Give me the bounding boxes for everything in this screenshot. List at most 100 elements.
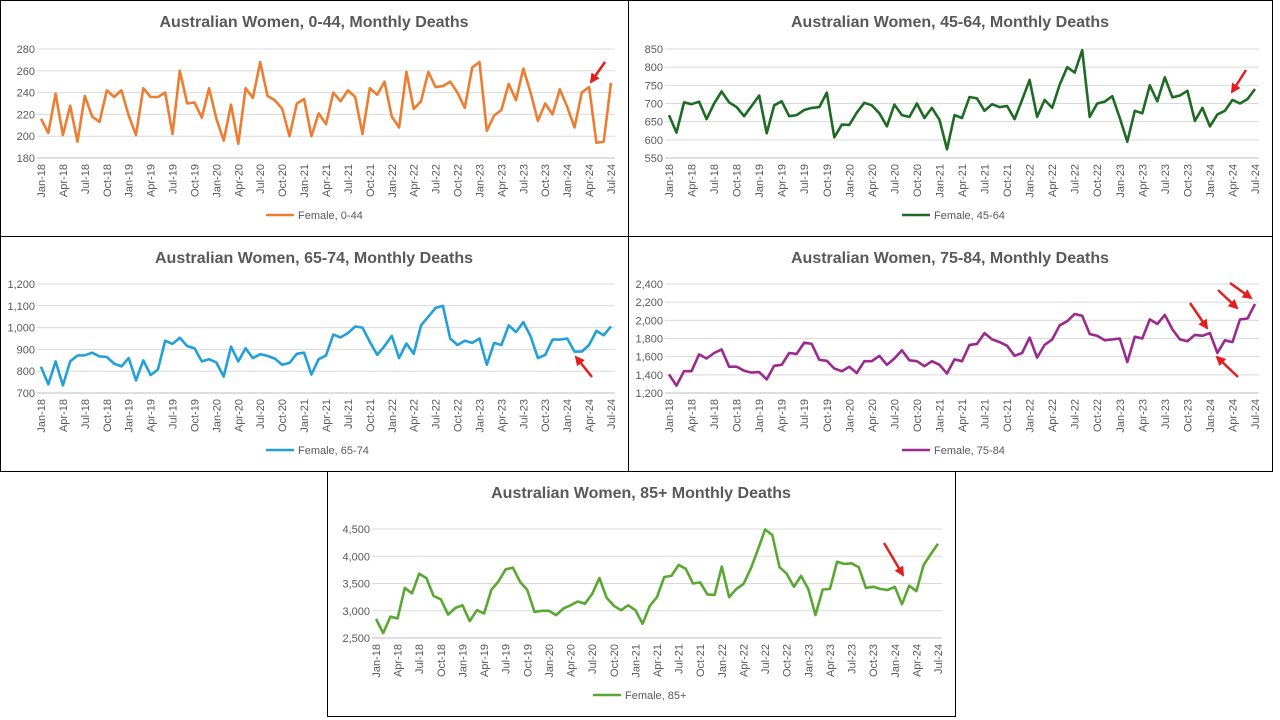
y-tick-label: 750 xyxy=(645,80,663,92)
x-tick-label: Oct-22 xyxy=(1092,164,1104,197)
x-tick-label: Jan-22 xyxy=(1025,399,1037,433)
x-tick-label: Jul-19 xyxy=(168,164,180,194)
y-tick-label: 3,000 xyxy=(342,606,370,618)
arrow xyxy=(1229,281,1253,300)
x-tick-label: Jul-23 xyxy=(518,399,530,429)
x-tick-label: Apr-20 xyxy=(867,399,879,432)
x-tick-label: Jul-19 xyxy=(799,164,811,194)
x-tick-label: Jan-20 xyxy=(211,164,223,198)
x-tick-label: Oct-22 xyxy=(1092,399,1104,432)
x-tick-label: Jul-19 xyxy=(501,644,513,674)
x-tick-label: Oct-23 xyxy=(1182,164,1194,197)
x-tick-label: Oct-20 xyxy=(912,399,924,432)
chart-title: Australian Women, 45-64, Monthly Deaths xyxy=(791,14,1109,31)
x-tick-label: Apr-20 xyxy=(867,164,879,197)
x-tick-label: Jul-21 xyxy=(980,399,992,429)
x-tick-label: Oct-18 xyxy=(102,164,114,197)
x-tick-label: Oct-20 xyxy=(609,644,621,677)
x-tick-label: Jan-23 xyxy=(1115,164,1127,198)
legend-label: Female, 65-74 xyxy=(298,445,369,457)
x-tick-label: Jul-18 xyxy=(709,164,721,194)
x-tick-label: Jul-21 xyxy=(343,164,355,194)
x-tick-label: Apr-23 xyxy=(1137,164,1149,197)
x-tick-label: Apr-21 xyxy=(957,164,969,197)
x-tick-label: Jul-18 xyxy=(414,644,426,674)
y-tick-label: 1,200 xyxy=(7,279,35,291)
x-tick-label: Apr-24 xyxy=(1227,399,1239,432)
y-tick-label: 550 xyxy=(645,153,663,165)
x-tick-label: Oct-22 xyxy=(782,644,794,677)
x-tick-label: Jan-19 xyxy=(124,399,136,433)
y-tick-label: 4,500 xyxy=(342,524,370,536)
x-tick-label: Apr-24 xyxy=(584,399,596,432)
x-tick-label: Jan-24 xyxy=(1205,399,1217,433)
x-tick-label: Jan-22 xyxy=(1025,164,1037,198)
x-tick-label: Jul-21 xyxy=(674,644,686,674)
y-tick-label: 2,000 xyxy=(635,315,663,327)
x-tick-label: Oct-18 xyxy=(732,399,744,432)
y-tick-label: 900 xyxy=(17,344,35,356)
y-tick-label: 2,400 xyxy=(635,279,663,291)
x-tick-label: Jan-19 xyxy=(754,399,766,433)
x-tick-label: Apr-22 xyxy=(738,644,750,677)
x-tick-label: Jul-22 xyxy=(1070,399,1082,429)
x-tick-label: Jan-19 xyxy=(457,644,469,678)
x-tick-label: Apr-18 xyxy=(687,164,699,197)
x-tick-label: Jan-20 xyxy=(844,399,856,433)
x-tick-label: Jan-23 xyxy=(1115,399,1127,433)
arrow xyxy=(589,61,607,84)
y-tick-label: 4,000 xyxy=(342,551,370,563)
x-tick-label: Jan-24 xyxy=(562,399,574,433)
x-tick-label: Oct-18 xyxy=(102,399,114,432)
x-tick-label: Jul-23 xyxy=(1160,399,1172,429)
legend-label: Female, 85+ xyxy=(625,690,686,702)
x-tick-label: Jul-24 xyxy=(606,399,618,429)
panel-border xyxy=(628,236,1273,472)
x-tick-label: Oct-22 xyxy=(453,164,465,197)
x-tick-label: Oct-19 xyxy=(189,164,201,197)
x-tick-label: Oct-19 xyxy=(822,164,834,197)
chart-title: Australian Women, 75-84, Monthly Deaths xyxy=(791,250,1109,267)
legend-label: Female, 45-64 xyxy=(934,210,1005,222)
x-tick-label: Jan-21 xyxy=(299,164,311,198)
y-tick-label: 600 xyxy=(645,135,663,147)
data-line xyxy=(667,303,1257,387)
x-tick-label: Apr-21 xyxy=(652,644,664,677)
y-tick-label: 700 xyxy=(17,388,35,400)
y-tick-label: 1,400 xyxy=(635,370,663,382)
x-tick-label: Jul-20 xyxy=(889,399,901,429)
x-tick-label: Apr-22 xyxy=(1047,399,1059,432)
x-tick-label: Oct-19 xyxy=(189,399,201,432)
arrow xyxy=(574,355,593,378)
x-tick-label: Jul-24 xyxy=(1250,164,1262,194)
x-tick-label: Jul-20 xyxy=(587,644,599,674)
arrow xyxy=(1217,289,1239,310)
x-tick-label: Jan-20 xyxy=(211,399,223,433)
y-tick-label: 800 xyxy=(17,366,35,378)
x-tick-label: Jan-20 xyxy=(544,644,556,678)
data-line xyxy=(39,304,612,387)
y-tick-label: 240 xyxy=(17,88,35,100)
x-tick-label: Jul-23 xyxy=(518,164,530,194)
x-tick-label: Oct-23 xyxy=(540,164,552,197)
x-tick-label: Jan-23 xyxy=(474,399,486,433)
x-tick-label: Jul-22 xyxy=(760,644,772,674)
x-tick-label: Oct-23 xyxy=(540,399,552,432)
x-tick-label: Apr-18 xyxy=(58,399,70,432)
arrow xyxy=(1188,302,1209,330)
chart-title: Australian Women, 0-44, Monthly Deaths xyxy=(159,14,468,31)
x-tick-label: Oct-18 xyxy=(436,644,448,677)
x-tick-label: Apr-24 xyxy=(1227,164,1239,197)
y-tick-label: 200 xyxy=(17,131,35,143)
x-tick-label: Oct-23 xyxy=(868,644,880,677)
y-tick-label: 1,600 xyxy=(635,352,663,364)
y-tick-label: 2,200 xyxy=(635,297,663,309)
annotation-arrows xyxy=(574,61,1253,577)
x-tick-label: Jan-18 xyxy=(664,164,676,198)
x-tick-label: Jul-24 xyxy=(606,164,618,194)
x-tick-label: Jul-19 xyxy=(799,399,811,429)
x-tick-label: Oct-21 xyxy=(365,399,377,432)
y-tick-label: 850 xyxy=(645,44,663,56)
x-tick-label: Apr-18 xyxy=(687,399,699,432)
